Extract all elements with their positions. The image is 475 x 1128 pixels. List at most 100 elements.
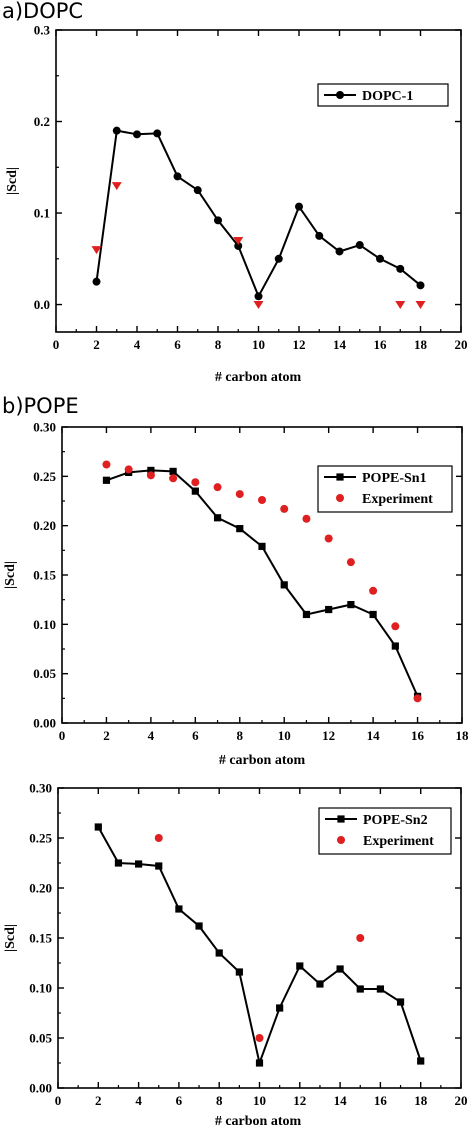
x-tick-label: 0 bbox=[53, 337, 60, 352]
data-point bbox=[195, 922, 203, 930]
x-tick-label: 2 bbox=[103, 728, 110, 743]
data-point bbox=[295, 202, 303, 211]
chart-panel-pope-sn2: 0 2 4 6 8 10 12 14 16 18 20 0.00 0.05 0.10 0.15 0.20 0.2… bbox=[3, 781, 468, 1128]
data-point bbox=[146, 471, 155, 480]
legend: POPE-Sn2 Experiment bbox=[318, 807, 452, 855]
panel-label: a)DOPC bbox=[2, 0, 83, 23]
data-point bbox=[214, 216, 222, 225]
data-point bbox=[213, 483, 222, 492]
data-point bbox=[276, 1004, 284, 1012]
data-point bbox=[280, 504, 289, 513]
data-point bbox=[114, 859, 123, 867]
data-point bbox=[417, 1057, 425, 1065]
y-tick-label: 0.00 bbox=[29, 1081, 52, 1096]
data-point bbox=[325, 605, 333, 614]
data-point bbox=[396, 998, 405, 1006]
legend-box bbox=[317, 83, 449, 107]
y-axis-title: |Scd| bbox=[3, 924, 18, 952]
chart-panel-pope-sn1: b)POPE 0 2 4 6 8 10 12 14 16 18 0.00 0.05 0.10 0.15 0.… bbox=[2, 394, 469, 768]
y-tick-label: 0.10 bbox=[29, 981, 52, 996]
x-tick-label: 18 bbox=[414, 1093, 428, 1108]
legend-label: DOPC-1 bbox=[362, 89, 413, 104]
data-point bbox=[369, 586, 378, 595]
y-tick-label: 0.05 bbox=[29, 1031, 52, 1046]
y-tick-label: 0.05 bbox=[33, 666, 56, 681]
x-tick-label: 10 bbox=[253, 1093, 266, 1108]
data-point bbox=[193, 186, 202, 195]
plot-frame bbox=[55, 29, 462, 333]
legend-marker bbox=[337, 815, 345, 823]
legend-label: Experiment bbox=[362, 492, 433, 507]
x-axis-title: # carbon atom bbox=[215, 370, 302, 385]
data-point bbox=[233, 236, 244, 245]
y-tick-label: 0.30 bbox=[33, 420, 56, 435]
series-line bbox=[97, 826, 422, 1067]
data-point bbox=[169, 474, 178, 483]
legend-marker bbox=[336, 91, 344, 99]
data-point bbox=[258, 542, 266, 550]
data-point bbox=[255, 1034, 264, 1042]
data-point bbox=[415, 301, 426, 310]
x-tick-label: 20 bbox=[455, 1093, 468, 1108]
tick-group: 0 2 4 6 8 10 12 14 16 18 20 0.0 0.1 0.2 0.3 bbox=[34, 23, 468, 353]
legend-label: POPE-Sn1 bbox=[362, 471, 427, 486]
x-tick-label: 12 bbox=[293, 1093, 306, 1108]
x-tick-label: 6 bbox=[174, 337, 181, 352]
data-point bbox=[91, 246, 102, 255]
data-point bbox=[296, 962, 304, 970]
y-tick-label: 0.30 bbox=[29, 781, 52, 796]
legend-marker bbox=[336, 494, 344, 502]
series-line bbox=[95, 129, 422, 299]
x-tick-label: 4 bbox=[134, 337, 141, 352]
data-point bbox=[236, 525, 244, 533]
x-tick-label: 10 bbox=[278, 728, 291, 743]
marks-group bbox=[91, 126, 426, 310]
data-point bbox=[302, 610, 311, 619]
x-tick-label: 20 bbox=[455, 337, 468, 352]
data-point bbox=[302, 514, 311, 523]
x-tick-label: 0 bbox=[55, 1093, 62, 1108]
panel-label: b)POPE bbox=[2, 394, 79, 418]
data-point bbox=[336, 965, 344, 973]
data-point bbox=[112, 126, 121, 135]
x-tick-label: 16 bbox=[374, 337, 388, 352]
data-point bbox=[324, 534, 333, 543]
data-point bbox=[169, 467, 177, 475]
data-point bbox=[395, 301, 406, 310]
data-point bbox=[235, 490, 244, 499]
x-tick-label: 16 bbox=[374, 1093, 388, 1108]
x-tick-label: 14 bbox=[367, 728, 381, 743]
y-tick-label: 0.10 bbox=[33, 617, 56, 632]
x-tick-label: 2 bbox=[95, 1093, 102, 1108]
legend: DOPC-1 bbox=[317, 83, 449, 107]
marks-group bbox=[94, 823, 425, 1067]
legend: POPE-Sn1 Experiment bbox=[317, 465, 453, 513]
x-tick-label: 2 bbox=[93, 337, 100, 352]
y-tick-label: 0.15 bbox=[33, 568, 56, 583]
y-tick-label: 0.2 bbox=[34, 114, 50, 129]
y-tick-label: 0.25 bbox=[29, 831, 52, 846]
data-point bbox=[215, 949, 223, 957]
legend-label: Experiment bbox=[363, 834, 434, 849]
data-point bbox=[316, 980, 324, 988]
data-point bbox=[153, 129, 162, 138]
x-tick-label: 6 bbox=[176, 1093, 183, 1108]
data-point bbox=[173, 172, 182, 181]
data-point bbox=[253, 301, 264, 310]
y-axis-title: |Scd| bbox=[5, 167, 20, 195]
x-tick-label: 6 bbox=[192, 728, 199, 743]
x-tick-label: 18 bbox=[414, 337, 428, 352]
x-axis-title: # carbon atom bbox=[215, 1114, 302, 1128]
x-tick-label: 8 bbox=[216, 1093, 223, 1108]
data-point bbox=[155, 862, 163, 870]
data-point bbox=[347, 601, 355, 609]
x-tick-label: 0 bbox=[59, 728, 66, 743]
x-tick-label: 4 bbox=[148, 728, 155, 743]
data-point bbox=[235, 968, 243, 976]
data-point bbox=[376, 254, 384, 263]
data-point bbox=[147, 466, 155, 475]
data-point bbox=[335, 247, 344, 256]
data-point bbox=[191, 478, 200, 487]
data-point bbox=[391, 622, 400, 631]
